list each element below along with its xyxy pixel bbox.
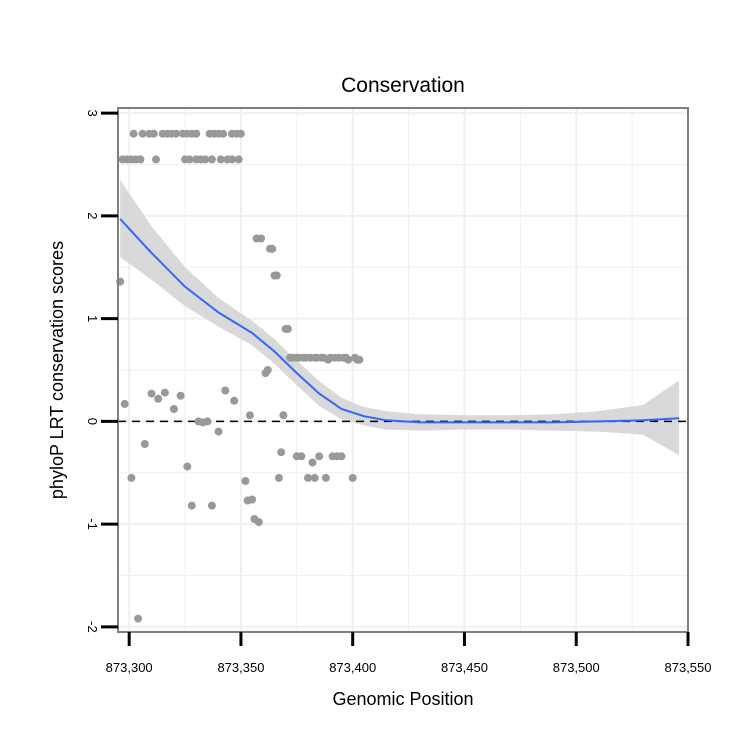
data-point bbox=[136, 155, 145, 164]
data-point bbox=[176, 391, 185, 400]
chart-title: Conservation bbox=[341, 74, 465, 97]
y-tick-label: -1 bbox=[85, 518, 100, 530]
data-point bbox=[297, 452, 306, 461]
data-point bbox=[310, 473, 319, 482]
data-point bbox=[277, 448, 286, 457]
data-point bbox=[207, 501, 216, 510]
data-point bbox=[245, 411, 254, 420]
data-point bbox=[304, 473, 312, 482]
data-point bbox=[216, 155, 225, 164]
data-point bbox=[140, 440, 149, 448]
y-tick-label: 0 bbox=[85, 418, 100, 425]
data-point bbox=[207, 155, 216, 164]
x-tick-label: 873,400 bbox=[329, 660, 376, 675]
data-point bbox=[236, 129, 245, 138]
data-points bbox=[116, 129, 364, 623]
data-point bbox=[201, 155, 210, 164]
data-point bbox=[315, 452, 324, 461]
data-point bbox=[348, 473, 357, 482]
data-point bbox=[138, 129, 147, 138]
data-point bbox=[272, 271, 281, 280]
data-point bbox=[283, 324, 292, 333]
y-tick-label: -2 bbox=[85, 621, 100, 633]
data-point bbox=[154, 394, 163, 403]
x-tick-label: 873,550 bbox=[665, 660, 712, 675]
data-point bbox=[129, 129, 138, 138]
data-point bbox=[248, 495, 257, 504]
data-point bbox=[274, 473, 283, 482]
y-tick-label: 1 bbox=[85, 315, 100, 322]
data-point bbox=[192, 129, 201, 138]
data-point bbox=[134, 614, 143, 623]
data-point bbox=[263, 366, 272, 374]
data-point bbox=[152, 155, 160, 164]
data-point bbox=[120, 399, 129, 408]
x-axis-title: Genomic Position bbox=[332, 689, 473, 709]
data-point bbox=[230, 396, 239, 405]
data-point bbox=[183, 462, 192, 471]
x-tick-label: 873,450 bbox=[441, 660, 488, 675]
data-point bbox=[185, 155, 194, 164]
data-point bbox=[337, 452, 346, 461]
data-point bbox=[254, 518, 263, 527]
data-point bbox=[169, 405, 178, 413]
data-point bbox=[257, 234, 266, 243]
data-point bbox=[228, 155, 236, 164]
y-axis-title: phyloP LRT conservation scores bbox=[47, 241, 67, 499]
plot-frame bbox=[117, 107, 689, 633]
data-point bbox=[268, 244, 277, 253]
data-point bbox=[203, 417, 212, 426]
y-tick-label: 2 bbox=[85, 212, 100, 219]
data-point bbox=[321, 473, 330, 482]
data-point bbox=[127, 473, 136, 482]
y-axis: -2 -1 0 1 2 3 bbox=[85, 109, 118, 633]
confidence-ribbon-layer bbox=[120, 179, 680, 456]
smooth-line-layer bbox=[119, 218, 680, 424]
data-point bbox=[160, 388, 169, 397]
data-point bbox=[279, 411, 288, 420]
data-point bbox=[355, 355, 364, 364]
data-point bbox=[214, 427, 223, 436]
confidence-ribbon bbox=[120, 179, 680, 456]
data-point bbox=[147, 389, 156, 398]
data-point bbox=[241, 477, 250, 485]
data-point bbox=[308, 458, 317, 467]
data-point bbox=[219, 129, 228, 138]
data-point bbox=[234, 155, 243, 164]
x-tick-label: 873,300 bbox=[106, 660, 153, 675]
x-tick-label: 873,500 bbox=[553, 660, 600, 675]
data-point bbox=[344, 355, 353, 364]
data-point bbox=[172, 129, 181, 138]
data-point bbox=[221, 386, 230, 395]
x-tick-label: 873,350 bbox=[217, 660, 264, 675]
smooth-trend-line bbox=[119, 218, 680, 424]
data-point bbox=[149, 129, 158, 138]
data-point bbox=[187, 501, 196, 510]
x-axis: 873,300 873,350 873,400 873,450 873,500 873,5… bbox=[106, 632, 712, 675]
y-tick-label: 3 bbox=[85, 109, 100, 116]
